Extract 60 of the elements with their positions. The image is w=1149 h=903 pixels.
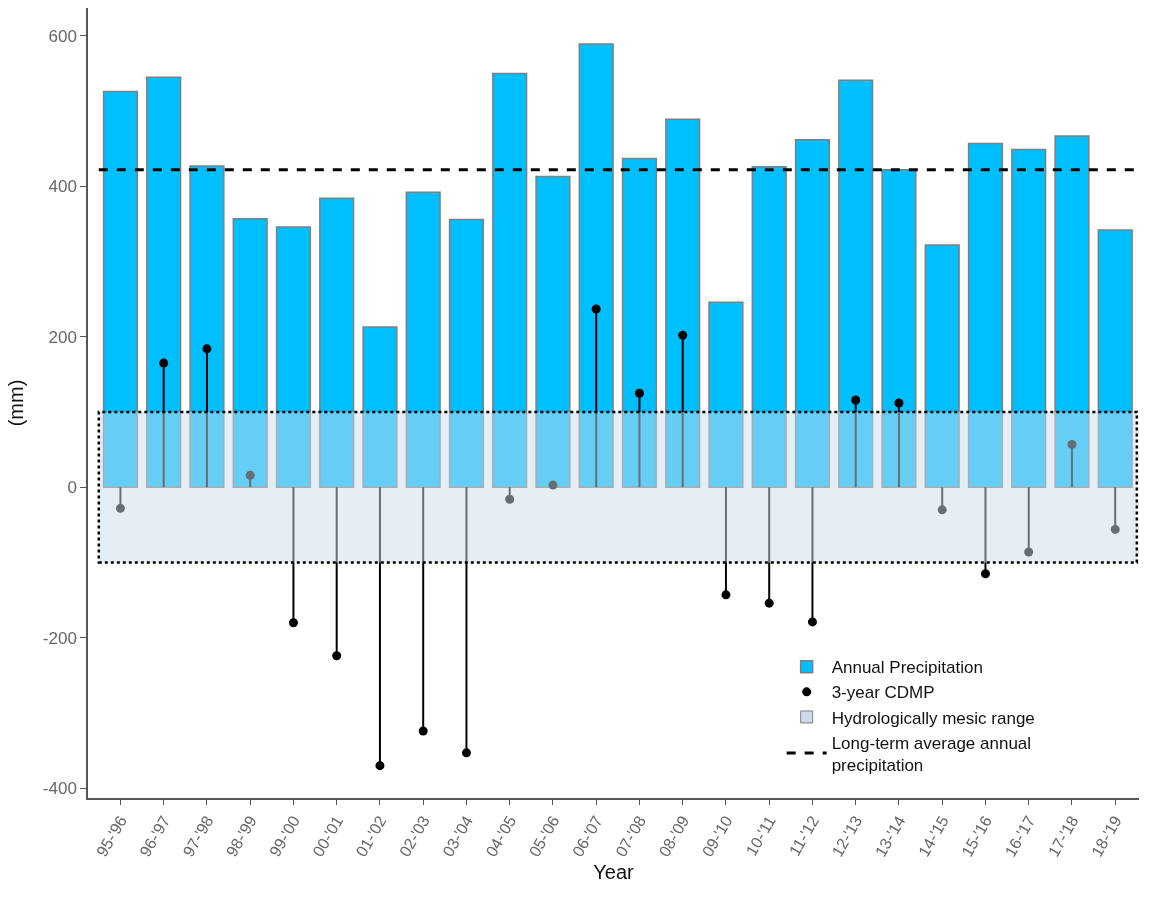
- point: [937, 505, 947, 515]
- point: [288, 618, 298, 628]
- point: [591, 304, 601, 314]
- point: [461, 748, 471, 758]
- bar: [751, 166, 787, 489]
- y-tick-label: 600: [48, 26, 77, 46]
- bar: [492, 72, 528, 489]
- legend-label: Annual Precipitation: [831, 658, 983, 678]
- point: [418, 726, 428, 736]
- bar: [708, 301, 744, 489]
- point: [678, 330, 688, 340]
- bar: [924, 244, 960, 489]
- x-axis-title: Year: [593, 860, 635, 883]
- bar: [405, 191, 441, 489]
- y-tick-label: -200: [42, 628, 77, 648]
- point: [159, 358, 169, 368]
- point: [115, 503, 125, 513]
- bar: [794, 138, 831, 489]
- point: [332, 651, 342, 661]
- legend-label: 3-year CDMP: [831, 683, 935, 703]
- point: [375, 761, 385, 771]
- bar: [102, 90, 139, 489]
- bar: [881, 169, 917, 489]
- bar: [1011, 148, 1047, 489]
- legend-label: Long-term average annual precipitation: [831, 733, 1032, 775]
- y-tick-label: -400: [42, 779, 77, 799]
- bar: [665, 118, 701, 489]
- point: [548, 480, 558, 490]
- bar: [448, 218, 485, 489]
- bar: [189, 165, 225, 489]
- bar: [275, 226, 312, 489]
- point: [245, 470, 255, 480]
- bar: [1097, 229, 1133, 489]
- bar: [362, 326, 398, 489]
- point: [202, 344, 212, 354]
- bar: [578, 43, 614, 489]
- bar: [146, 76, 182, 489]
- bar: [319, 197, 355, 489]
- y-axis-title: (mm): [4, 379, 27, 427]
- bar: [838, 79, 874, 489]
- point: [980, 569, 990, 579]
- bar: [1054, 135, 1090, 489]
- point: [764, 598, 774, 608]
- point: [1067, 439, 1077, 449]
- bar: [967, 142, 1004, 489]
- legend-label: Hydrologically mesic range: [831, 708, 1035, 728]
- point: [721, 590, 731, 600]
- point: [894, 398, 904, 408]
- bar: [535, 175, 571, 489]
- y-tick-label: 400: [48, 177, 77, 197]
- point: [807, 617, 817, 627]
- point: [1024, 547, 1034, 557]
- bar: [232, 217, 268, 489]
- point: [851, 395, 861, 405]
- y-tick-label: 0: [67, 478, 77, 498]
- point: [1110, 524, 1120, 534]
- point: [634, 388, 644, 398]
- point: [505, 494, 515, 504]
- bar: [621, 157, 658, 489]
- y-tick-label: 200: [48, 327, 77, 347]
